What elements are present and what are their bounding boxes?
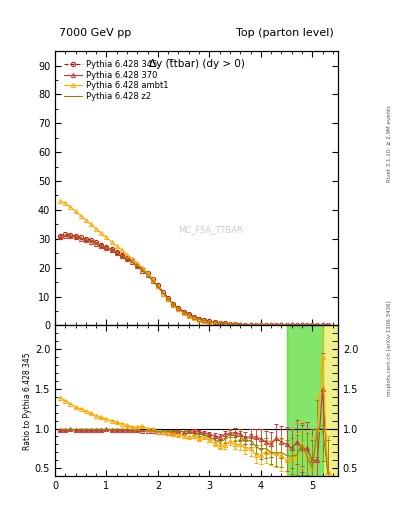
Text: Rivet 3.1.10; ≥ 2.9M events: Rivet 3.1.10; ≥ 2.9M events [387, 105, 391, 182]
Pythia 6.428 345 [233, 321, 237, 327]
Pythia 6.428 370 [320, 322, 325, 328]
Pythia 6.428 370 [58, 234, 62, 241]
Pythia 6.428 345 [320, 322, 325, 328]
Pythia 6.428 ambt1 [217, 321, 222, 327]
Pythia 6.428 370 [63, 233, 68, 239]
Pythia 6.428 z2 [217, 320, 222, 326]
Pythia 6.428 345 [217, 319, 222, 326]
Pythia 6.428 345 [63, 231, 68, 238]
Pythia 6.428 370 [217, 320, 222, 326]
Pythia 6.428 z2 [325, 322, 330, 328]
Text: Δy (t̅tbar) (dy > 0): Δy (t̅tbar) (dy > 0) [149, 59, 244, 70]
Line: Pythia 6.428 345: Pythia 6.428 345 [58, 232, 330, 327]
Pythia 6.428 370 [222, 321, 227, 327]
Text: MC_FSA_TTBAR: MC_FSA_TTBAR [178, 225, 243, 234]
Pythia 6.428 ambt1 [228, 321, 232, 327]
Pythia 6.428 z2 [310, 322, 315, 328]
Pythia 6.428 z2 [63, 232, 68, 239]
Pythia 6.428 ambt1 [325, 322, 330, 328]
Pythia 6.428 345 [269, 322, 274, 328]
Pythia 6.428 345 [135, 262, 140, 268]
Pythia 6.428 ambt1 [310, 322, 315, 328]
Pythia 6.428 ambt1 [294, 322, 299, 328]
Pythia 6.428 370 [325, 322, 330, 328]
Pythia 6.428 ambt1 [264, 322, 268, 328]
Pythia 6.428 345 [325, 322, 330, 328]
Pythia 6.428 345 [222, 321, 227, 327]
Pythia 6.428 ambt1 [212, 319, 217, 326]
Line: Pythia 6.428 z2: Pythia 6.428 z2 [60, 236, 328, 325]
Bar [286, 325, 338, 476]
Text: 7000 GeV pp: 7000 GeV pp [59, 28, 131, 38]
Text: Top (parton level): Top (parton level) [236, 28, 334, 38]
Pythia 6.428 370 [233, 321, 237, 327]
Pythia 6.428 ambt1 [58, 198, 62, 204]
Pythia 6.428 z2 [58, 233, 62, 240]
Legend: Pythia 6.428 345, Pythia 6.428 370, Pythia 6.428 ambt1, Pythia 6.428 z2: Pythia 6.428 345, Pythia 6.428 370, Pyth… [61, 57, 171, 104]
Bar [286, 325, 323, 476]
Pythia 6.428 z2 [238, 322, 242, 328]
Pythia 6.428 ambt1 [130, 256, 134, 262]
Pythia 6.428 370 [238, 322, 242, 328]
Pythia 6.428 370 [269, 322, 274, 328]
Pythia 6.428 z2 [222, 321, 227, 327]
Text: mcplots.cern.ch [arXiv:1306.3436]: mcplots.cern.ch [arXiv:1306.3436] [387, 301, 391, 396]
Pythia 6.428 z2 [233, 321, 237, 327]
Pythia 6.428 z2 [269, 322, 274, 328]
Line: Pythia 6.428 ambt1: Pythia 6.428 ambt1 [58, 199, 330, 327]
Line: Pythia 6.428 370: Pythia 6.428 370 [58, 234, 330, 327]
Y-axis label: Ratio to Pythia 6.428 345: Ratio to Pythia 6.428 345 [23, 352, 32, 450]
Pythia 6.428 345 [238, 322, 242, 328]
Pythia 6.428 370 [135, 263, 140, 269]
Pythia 6.428 345 [58, 233, 62, 239]
Pythia 6.428 z2 [135, 263, 140, 269]
